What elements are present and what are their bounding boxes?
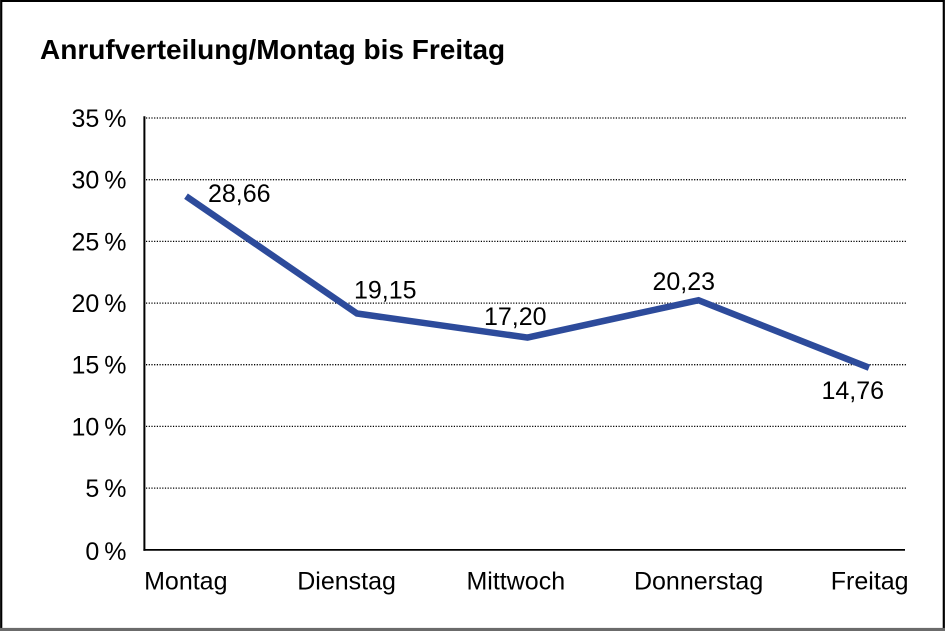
svg-text:Mittwoch: Mittwoch [466, 568, 565, 596]
svg-text:19,15: 19,15 [354, 276, 417, 304]
svg-text:Anrufverteilung/Montag bis Fre: Anrufverteilung/Montag bis Freitag [40, 34, 505, 65]
svg-text:14,76: 14,76 [822, 377, 885, 405]
svg-text:20,23: 20,23 [653, 268, 716, 296]
svg-text:35 %: 35 % [71, 105, 126, 133]
svg-text:25 %: 25 % [71, 228, 126, 256]
svg-text:Dienstag: Dienstag [297, 568, 396, 596]
svg-text:0 %: 0 % [85, 538, 126, 566]
svg-text:Montag: Montag [144, 568, 227, 596]
svg-text:10 %: 10 % [71, 413, 126, 441]
svg-text:28,66: 28,66 [208, 180, 271, 208]
svg-text:17,20: 17,20 [484, 303, 547, 331]
svg-text:5 %: 5 % [85, 475, 126, 503]
svg-text:20 %: 20 % [71, 290, 126, 318]
svg-text:Freitag: Freitag [831, 568, 909, 596]
svg-text:30 %: 30 % [71, 167, 126, 195]
svg-text:15 %: 15 % [71, 352, 126, 380]
svg-text:Donnerstag: Donnerstag [634, 568, 763, 596]
